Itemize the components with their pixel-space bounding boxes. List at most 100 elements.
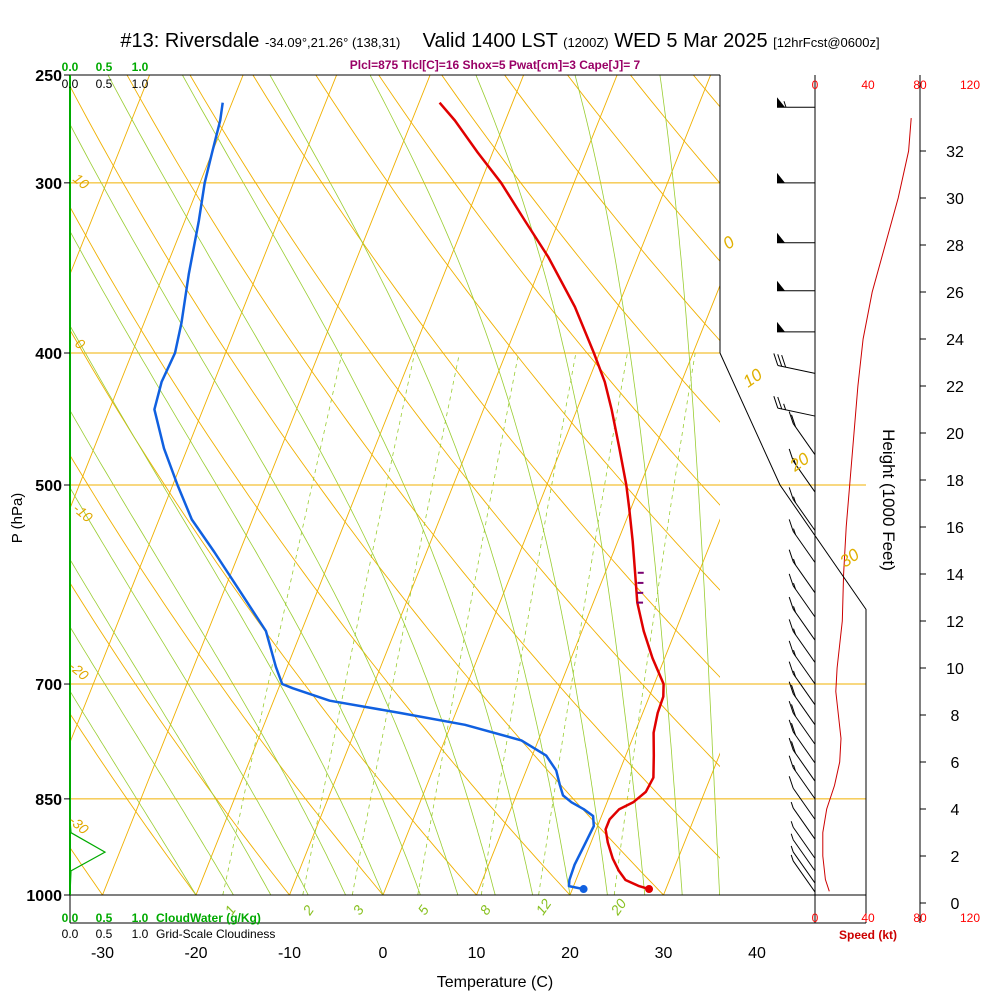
wind-barb xyxy=(777,280,815,292)
wind-barb-flag xyxy=(791,684,796,698)
moist-adiabat-line xyxy=(181,75,533,895)
wind-barb-staff xyxy=(777,407,816,417)
dry-adiabat-line xyxy=(126,75,720,859)
mixing-ratio-label: 12 xyxy=(532,896,554,918)
wind-barb-half-flag xyxy=(790,845,794,853)
speed-bottom-tick-label: 80 xyxy=(913,911,927,925)
dry-adiabat-line xyxy=(378,75,720,506)
wind-barb-pennant xyxy=(777,172,785,183)
temperature-tick-label: -30 xyxy=(91,945,114,962)
wind-barb-flag xyxy=(791,741,796,754)
station-coords: -34.09°,21.26° (138,31) xyxy=(264,35,401,50)
dry-adiabat-label: 10 xyxy=(70,170,92,192)
mixing-ratio-label: 8 xyxy=(476,902,494,918)
height-tick-label: 24 xyxy=(946,332,964,349)
temperature-line xyxy=(438,101,665,891)
wind-barb xyxy=(788,519,816,563)
height-tick-label: 20 xyxy=(946,426,964,443)
height-tick-label: 22 xyxy=(946,379,964,396)
dry-adiabat-line xyxy=(189,75,720,768)
wind-barb-pennant xyxy=(777,97,785,108)
wind-barb-staff xyxy=(792,673,816,706)
wind-barb xyxy=(790,854,816,893)
mixing-ratio-label: 3 xyxy=(349,902,367,918)
wind-barb-flag xyxy=(788,487,794,500)
wind-barb-half-flag xyxy=(790,821,794,828)
height-tick-label: 2 xyxy=(951,849,960,866)
dry-adiabat-line xyxy=(70,206,571,895)
forecast-run: [12hrFcst@0600z] xyxy=(773,35,880,50)
wind-barb-staff xyxy=(792,585,816,618)
wind-barb-flag xyxy=(788,573,794,587)
wind-barb-flag xyxy=(788,519,794,532)
speed-top-tick-label: 80 xyxy=(913,78,927,92)
terrain-outline xyxy=(719,352,867,923)
wind-barb-flag xyxy=(773,353,779,366)
wind-barb-staff xyxy=(792,712,816,745)
isotherm-line xyxy=(195,75,525,895)
wind-barb-staff xyxy=(792,531,816,563)
wind-barb-flag xyxy=(791,414,796,427)
cloudiness-top-tick: 1.0 xyxy=(132,77,149,91)
moist-adiabat-line xyxy=(70,230,421,895)
dry-adiabat-line xyxy=(504,75,720,342)
wind-barb xyxy=(777,172,815,184)
wind-barb xyxy=(788,619,816,663)
cloudiness-bottom-tick: 0.5 xyxy=(96,927,113,941)
moist-adiabat-line xyxy=(70,123,459,895)
height-tick-label: 28 xyxy=(946,238,964,255)
wind-barb-staff xyxy=(792,423,816,455)
wind-barb-staff xyxy=(792,860,816,893)
temperature-tick-label: 30 xyxy=(655,945,673,962)
height-tick-label: 10 xyxy=(946,661,964,678)
wind-barb-half-flag xyxy=(793,558,796,566)
background-grid xyxy=(70,75,720,895)
pressure-tick-label: 400 xyxy=(35,346,62,363)
wind-barb-flag xyxy=(788,755,794,768)
cloudwater-top-tick: 1.0 xyxy=(132,60,149,74)
wind-barb-flag xyxy=(788,596,794,610)
moist-adiabat-line xyxy=(269,75,571,895)
wind-barb-staff xyxy=(792,807,816,840)
height-tick-label: 32 xyxy=(946,144,964,161)
wind-speed-line xyxy=(822,118,912,892)
moist-adiabat-line xyxy=(70,324,384,895)
wind-barb xyxy=(790,801,816,840)
dewpoint-line xyxy=(153,102,596,891)
wind-barb-half-flag xyxy=(793,628,796,635)
wind-barb-flag xyxy=(788,640,794,654)
x-axis-label: Temperature (C) xyxy=(437,974,553,991)
wind-barb-staff xyxy=(792,826,816,859)
moist-adiabat-label: 30 xyxy=(836,545,863,572)
wind-barb-flag xyxy=(791,704,796,717)
speed-top-tick-label: 0 xyxy=(812,78,819,92)
wind-barb-flag xyxy=(788,719,794,733)
wind-barb-flag xyxy=(788,776,794,789)
wind-barb-staff xyxy=(792,767,816,800)
wind-barb xyxy=(788,640,816,685)
moist-adiabat-line xyxy=(369,75,608,895)
isotherm-line xyxy=(70,75,151,276)
wind-barb xyxy=(788,737,816,782)
wind-barb xyxy=(790,821,816,859)
wind-barb xyxy=(788,755,816,800)
isotherm-line xyxy=(569,518,720,895)
cloudwater-bottom-tick: 0.0 xyxy=(62,911,79,925)
mixing-ratio-line xyxy=(480,352,577,895)
moist-adiabat-label: 10 xyxy=(739,365,766,392)
cloudiness-bottom-tick: 1.0 xyxy=(132,927,149,941)
temperature-tick-label: -20 xyxy=(184,945,207,962)
cloudwater-bottom-tick: 1.0 xyxy=(132,911,149,925)
wind-barb-flag xyxy=(791,723,796,736)
sounding-profiles xyxy=(69,97,912,896)
wind-barb xyxy=(788,661,816,706)
wind-barb-flag xyxy=(788,700,794,714)
cloudwater-top-tick: 0.5 xyxy=(96,60,113,74)
wind-barb xyxy=(773,353,816,374)
temperature-tick-label: 0 xyxy=(379,945,388,962)
wind-barb-half-flag xyxy=(783,101,787,108)
dry-adiabat-line xyxy=(70,712,197,895)
dry-adiabat-line xyxy=(70,582,291,895)
